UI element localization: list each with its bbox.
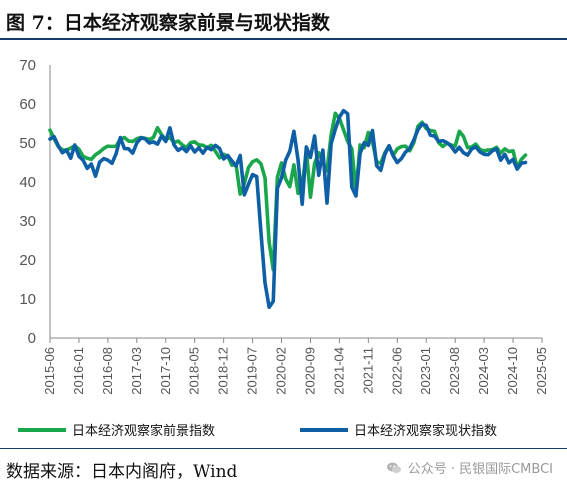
data-source: 数据来源：日本内阁府，Wind xyxy=(6,462,238,482)
x-tick-label: 2020-09 xyxy=(302,347,317,395)
chart-legend: 日本经济观察家前景指数 日本经济观察家现状指数 xyxy=(0,420,567,444)
legend-label-outlook: 日本经济观察家前景指数 xyxy=(72,424,216,439)
x-tick-label: 2024-03 xyxy=(476,347,491,395)
legend-swatch-outlook xyxy=(18,427,66,432)
x-tick-label: 2018-05 xyxy=(187,347,202,395)
y-tick-label: 30 xyxy=(19,213,36,230)
x-tick-label: 2025-05 xyxy=(534,347,549,395)
legend-swatch-current xyxy=(300,427,348,432)
x-tick-label: 2020-02 xyxy=(274,347,289,395)
x-tick-label: 2017-03 xyxy=(129,347,144,395)
y-tick-label: 70 xyxy=(19,57,36,74)
x-tick-label: 2017-10 xyxy=(158,347,173,395)
y-tick-label: 20 xyxy=(19,252,36,269)
x-tick-label: 2015-06 xyxy=(42,347,57,395)
source-bar: 数据来源：日本内阁府，Wind 公众号 · 民银国际CMBCI xyxy=(0,448,567,485)
series-line-current xyxy=(48,108,528,309)
x-tick-label: 2021-11 xyxy=(360,347,375,394)
title-bar: 图 7：日本经济观察家前景与现状指数 xyxy=(0,0,567,40)
chart-series xyxy=(48,108,528,309)
x-tick-label: 2023-01 xyxy=(418,347,433,395)
y-tick-label: 0 xyxy=(28,330,36,347)
watermark: 公众号 · 民银国际CMBCI xyxy=(386,458,553,477)
legend-label-current: 日本经济观察家现状指数 xyxy=(354,424,498,439)
watermark-text: 公众号 · 民银国际CMBCI xyxy=(407,462,553,477)
chart-axes: 0 10 20 30 40 50 60 70 2015-06 2016-01 2016-08 2017… xyxy=(19,57,549,395)
legend-item-outlook: 日本经济观察家前景指数 xyxy=(18,420,215,439)
legend-item-current: 日本经济观察家现状指数 xyxy=(300,420,497,439)
x-tick-label: 2023-08 xyxy=(447,347,462,395)
x-tick-label: 2021-04 xyxy=(331,347,346,395)
y-tick-label: 50 xyxy=(19,135,36,152)
y-tick-label: 40 xyxy=(19,174,36,191)
x-tick-label: 2018-12 xyxy=(216,347,231,395)
x-tick-label: 2022-06 xyxy=(389,347,404,395)
y-tick-label: 60 xyxy=(19,96,36,113)
wechat-icon xyxy=(386,462,401,473)
y-tick-label: 10 xyxy=(19,291,36,308)
figure-title: 图 7：日本经济观察家前景与现状指数 xyxy=(6,12,330,34)
line-chart: 0 10 20 30 40 50 60 70 2015-06 2016-01 2016-08 2017… xyxy=(19,57,549,395)
x-tick-label: 2024-10 xyxy=(505,347,520,395)
x-tick-label: 2019-07 xyxy=(245,347,260,395)
x-tick-label: 2016-01 xyxy=(71,347,86,395)
x-tick-label: 2016-08 xyxy=(100,347,115,395)
